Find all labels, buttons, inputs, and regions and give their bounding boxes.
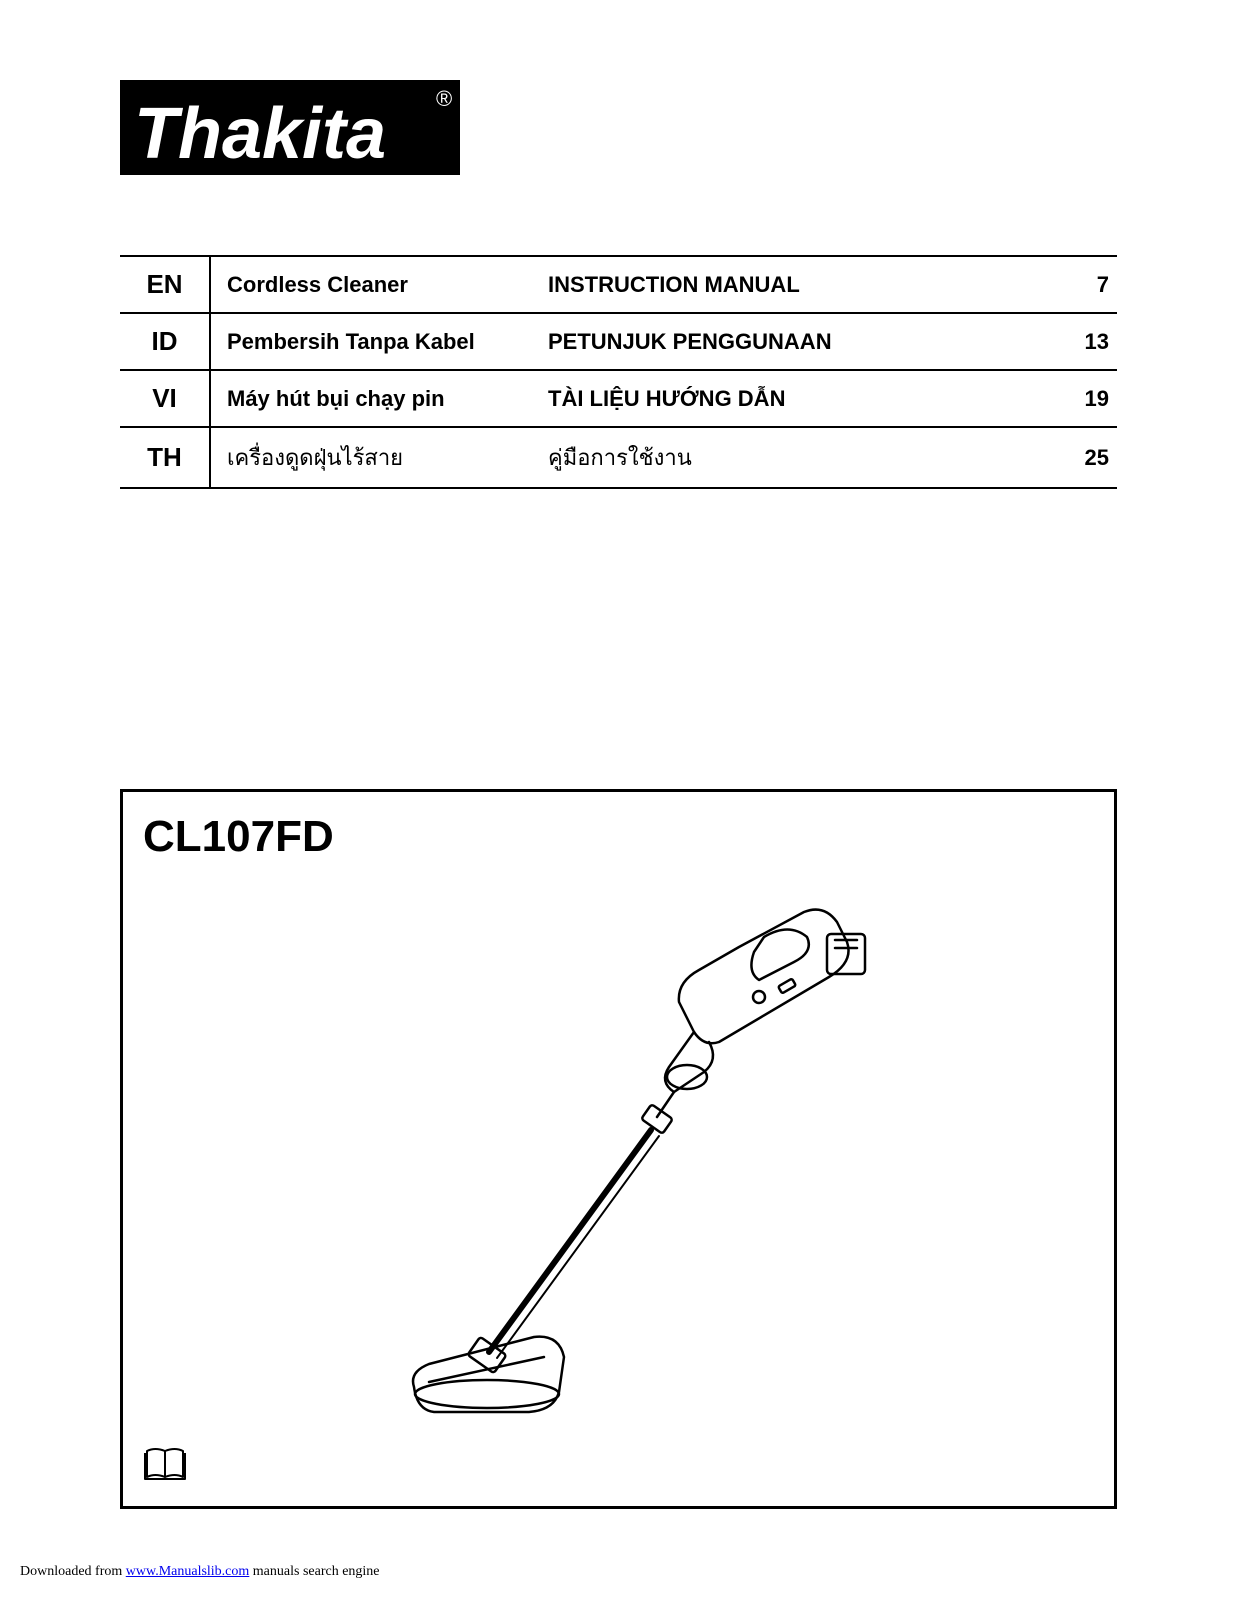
page-number: 25 <box>1057 427 1117 488</box>
product-illustration-box: CL107FD <box>120 789 1117 1509</box>
table-row: TH เครื่องดูดฝุ่นไร้สาย คู่มือการใช้งาน … <box>120 427 1117 488</box>
page-number: 7 <box>1057 256 1117 313</box>
logo-text: Thakita <box>134 94 386 174</box>
vacuum-illustration-svg <box>359 892 879 1432</box>
lang-code: TH <box>120 427 210 488</box>
footer-suffix: manuals search engine <box>249 1564 379 1579</box>
table-row: ID Pembersih Tanpa Kabel PETUNJUK PENGGU… <box>120 313 1117 370</box>
logo-registered: ® <box>436 86 452 111</box>
manual-label: คู่มือการใช้งาน <box>540 427 1057 488</box>
book-icon-svg <box>143 1445 187 1481</box>
manual-cover-page: Thakita ® EN Cordless Cleaner INSTRUCTIO… <box>0 0 1237 1549</box>
lang-code: ID <box>120 313 210 370</box>
lang-code: VI <box>120 370 210 427</box>
manual-book-icon <box>143 1445 187 1486</box>
manual-label: TÀI LIỆU HƯỚNG DẪN <box>540 370 1057 427</box>
product-name: Cordless Cleaner <box>210 256 540 313</box>
table-row: EN Cordless Cleaner INSTRUCTION MANUAL 7 <box>120 256 1117 313</box>
lang-code: EN <box>120 256 210 313</box>
language-table-body: EN Cordless Cleaner INSTRUCTION MANUAL 7… <box>120 256 1117 488</box>
manual-label: PETUNJUK PENGGUNAAN <box>540 313 1057 370</box>
brand-logo: Thakita ® <box>120 80 1117 195</box>
product-name: Pembersih Tanpa Kabel <box>210 313 540 370</box>
model-number: CL107FD <box>143 812 1094 862</box>
page-number: 19 <box>1057 370 1117 427</box>
page-number: 13 <box>1057 313 1117 370</box>
product-name: Máy hút bụi chạy pin <box>210 370 540 427</box>
footer-link[interactable]: www.Manualslib.com <box>126 1564 250 1579</box>
product-name: เครื่องดูดฝุ่นไร้สาย <box>210 427 540 488</box>
footer-prefix: Downloaded from <box>20 1564 126 1579</box>
makita-logo-svg: Thakita ® <box>120 80 460 190</box>
product-line-drawing <box>143 882 1094 1442</box>
table-row: VI Máy hút bụi chạy pin TÀI LIỆU HƯỚNG D… <box>120 370 1117 427</box>
download-source-footer: Downloaded from www.Manualslib.com manua… <box>20 1564 380 1580</box>
language-index-table: EN Cordless Cleaner INSTRUCTION MANUAL 7… <box>120 255 1117 489</box>
manual-label: INSTRUCTION MANUAL <box>540 256 1057 313</box>
